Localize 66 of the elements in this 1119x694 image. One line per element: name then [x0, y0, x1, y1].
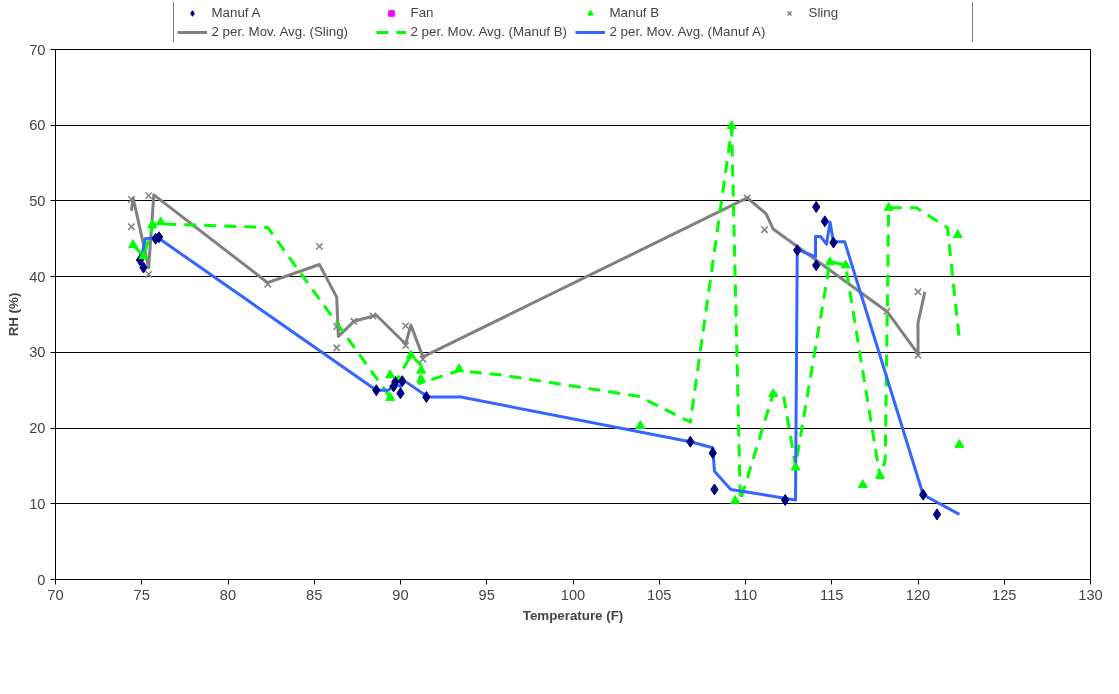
point	[952, 229, 963, 239]
point	[454, 363, 465, 373]
point	[825, 256, 836, 266]
point	[144, 270, 153, 279]
legend-label: Manuf A	[211, 5, 262, 20]
point	[820, 215, 830, 228]
point	[954, 439, 965, 448]
point	[635, 420, 646, 429]
x-axis-title: Temperature (F)	[522, 607, 624, 623]
point	[840, 259, 851, 269]
y-axis-title: RH (%)	[6, 292, 22, 337]
x-tick-label: 85	[306, 586, 323, 603]
x-tick-label: 70	[47, 586, 64, 603]
point	[857, 479, 868, 488]
x-tick-label: 95	[478, 586, 495, 603]
point	[418, 355, 427, 364]
line-series	[129, 193, 927, 359]
y-tick-label: 30	[29, 344, 46, 361]
point	[349, 317, 358, 326]
x-tick-label: 75	[133, 586, 150, 603]
point	[781, 494, 790, 506]
point	[147, 219, 158, 229]
legend-label: Manuf B	[609, 5, 661, 20]
point	[385, 369, 396, 379]
y-tick-label: 70	[29, 41, 46, 58]
point	[155, 216, 166, 226]
point	[368, 312, 377, 320]
legend-label: 2 per. Mov. Avg. (Sling)	[211, 24, 350, 39]
point	[385, 392, 396, 401]
legend-label: 2 per. Mov. Avg. (Manuf A)	[609, 24, 767, 39]
point	[315, 242, 324, 251]
x-tick-label: 110	[733, 586, 758, 603]
point	[332, 322, 341, 331]
y-tick-label: 40	[29, 268, 46, 285]
x-tick-label: 80	[219, 586, 237, 603]
point	[332, 343, 341, 352]
point	[144, 191, 153, 200]
point	[401, 321, 410, 330]
x-tick-label: 100	[560, 586, 586, 603]
legend-label: Sling	[808, 5, 840, 20]
y-tick-label: 50	[29, 192, 46, 209]
x-tick-label: 130	[1078, 586, 1103, 603]
point	[790, 461, 801, 471]
point	[875, 470, 886, 479]
legend-label: 2 per. Mov. Avg. (Manuf B)	[410, 24, 569, 39]
point	[768, 388, 779, 398]
y-tick-label: 60	[29, 117, 46, 134]
point	[730, 495, 741, 504]
x-tick-label: 90	[392, 586, 409, 603]
x-tick-label: 105	[647, 586, 672, 603]
y-tick-label: 20	[29, 420, 46, 437]
point	[405, 349, 416, 359]
x-tick-label: 120	[905, 586, 931, 603]
y-tick-label: 10	[29, 495, 46, 512]
point	[726, 120, 737, 130]
point	[128, 239, 139, 248]
x-tick-label: 115	[820, 586, 844, 603]
point	[127, 195, 136, 204]
point	[416, 373, 427, 383]
y-tick-label: 0	[37, 571, 46, 588]
point	[883, 202, 894, 211]
point	[401, 341, 410, 350]
point	[932, 508, 942, 521]
point	[138, 250, 149, 260]
x-tick-label: 125	[992, 586, 1017, 603]
legend-label: Fan	[410, 5, 435, 20]
